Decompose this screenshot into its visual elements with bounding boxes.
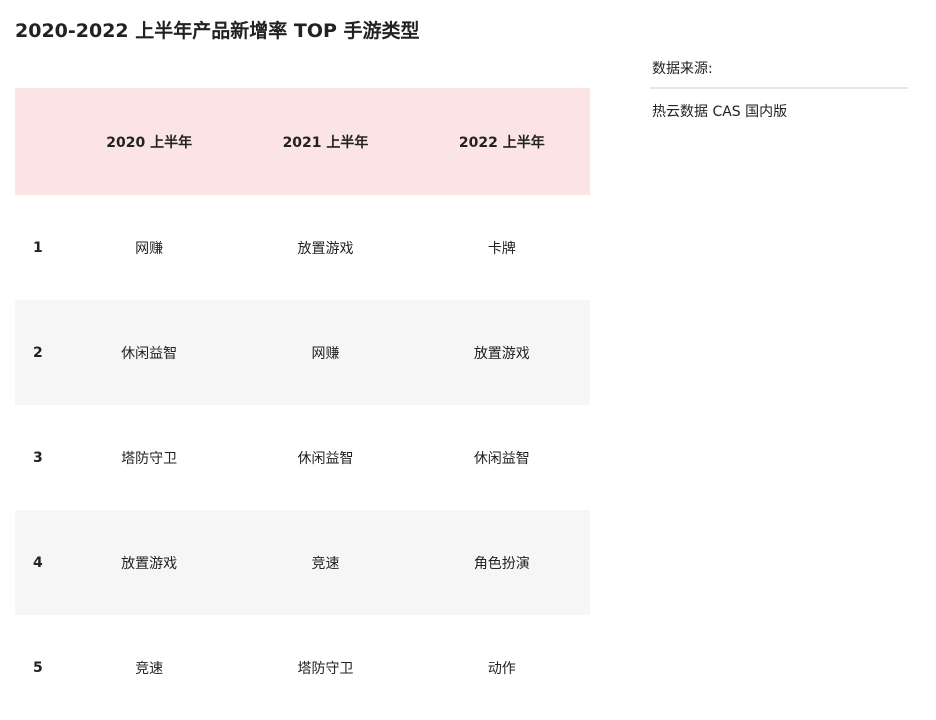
table-row: 2 休闲益智 网赚 放置游戏 — [15, 300, 590, 405]
table-cell: 动作 — [487, 660, 516, 677]
rank: 4 — [33, 554, 43, 571]
table-cell: 竞速 — [311, 555, 340, 572]
table-cell: 放置游戏 — [297, 240, 354, 257]
rank: 2 — [33, 344, 43, 361]
source-label: 数据来源: — [652, 61, 713, 77]
rank: 1 — [33, 239, 43, 256]
rank: 5 — [33, 659, 43, 676]
table-cell: 网赚 — [135, 240, 164, 257]
table-cell: 放置游戏 — [473, 345, 530, 362]
table-cell: 网赚 — [311, 345, 340, 362]
table-row: 3 塔防守卫 休闲益智 休闲益智 — [15, 405, 590, 510]
table-row: 4 放置游戏 竞速 角色扮演 — [15, 510, 590, 615]
table-cell: 塔防守卫 — [297, 660, 354, 677]
table-cell: 卡牌 — [487, 240, 516, 257]
table-cell: 角色扮演 — [473, 555, 530, 572]
source-value: 热云数据 CAS 国内版 — [652, 104, 788, 120]
table-row: 5 竞速 塔防守卫 动作 — [15, 615, 590, 720]
table-cell: 竞速 — [135, 660, 164, 677]
table-cell: 塔防守卫 — [121, 450, 178, 467]
table-row: 1 网赚 放置游戏 卡牌 — [15, 195, 590, 300]
title: 2020-2022 上半年产品新增率 TOP 手游类型 — [15, 20, 420, 42]
table: 2020 上半年 2021 上半年 2022 上半年 1 网赚 放置游戏 卡牌 2 休闲益智 网赚… — [15, 88, 590, 720]
rank: 3 — [33, 449, 43, 466]
header-cell: 2020 上半年 — [106, 134, 193, 151]
table-cell: 休闲益智 — [473, 450, 530, 467]
header-row: 2020 上半年 2021 上半年 2022 上半年 — [15, 88, 590, 195]
table-cell: 休闲益智 — [121, 345, 178, 362]
table-cell: 放置游戏 — [121, 555, 178, 572]
table-cell: 休闲益智 — [297, 450, 354, 467]
header-cell: 2021 上半年 — [282, 134, 369, 151]
divider — [650, 87, 908, 89]
header-cell: 2022 上半年 — [458, 134, 545, 151]
